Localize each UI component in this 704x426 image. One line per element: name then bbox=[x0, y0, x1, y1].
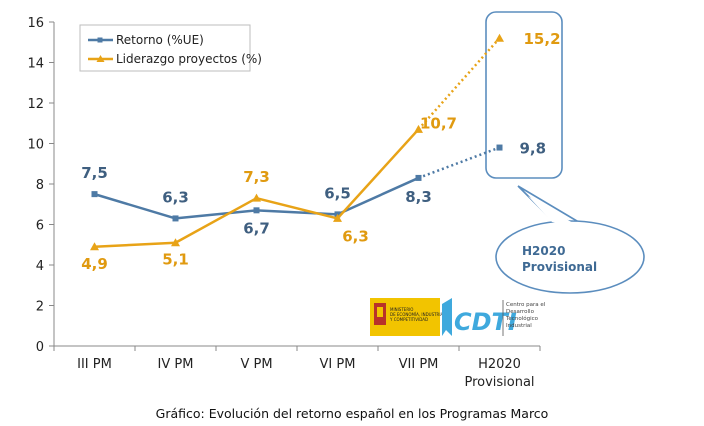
data-point-liderazgo bbox=[414, 124, 423, 133]
x-tick-label: VII PM bbox=[399, 357, 439, 372]
chart-caption: Gráfico: Evolución del retorno español e… bbox=[155, 406, 549, 421]
cdti-logo: CDTI Centro para el Desarrollo Tecnológi… bbox=[442, 298, 546, 336]
legend: Retorno (%UE) Liderazgo proyectos (%) bbox=[79, 24, 262, 72]
y-tick-label: 6 bbox=[36, 219, 44, 234]
data-point-retorno bbox=[172, 215, 179, 222]
series-projection-liderazgo bbox=[417, 37, 501, 131]
data-label-liderazgo: 6,3 bbox=[342, 227, 369, 245]
y-tick-label: 8 bbox=[36, 178, 44, 193]
cdti-logo-wordmark: CDTI bbox=[454, 308, 517, 336]
cdti-logo-mark bbox=[442, 298, 452, 336]
data-label-retorno: 9,8 bbox=[520, 140, 547, 158]
data-point-liderazgo bbox=[252, 193, 261, 202]
data-label-liderazgo: 4,9 bbox=[81, 255, 108, 273]
x-tick-label: VI PM bbox=[320, 357, 356, 372]
ministry-text-3: Y COMPETITIVIDAD bbox=[389, 317, 428, 322]
data-label-liderazgo: 15,2 bbox=[524, 30, 561, 48]
callout-line2: Provisional bbox=[522, 260, 597, 274]
legend-marker-liderazgo bbox=[96, 55, 105, 62]
ministry-crest-inner bbox=[377, 307, 383, 317]
data-point-liderazgo bbox=[495, 33, 504, 42]
legend-label-liderazgo: Liderazgo proyectos (%) bbox=[116, 52, 262, 66]
y-tick-label: 0 bbox=[36, 340, 44, 355]
data-label-liderazgo: 7,3 bbox=[243, 168, 270, 186]
y-tick-label: 4 bbox=[36, 259, 44, 274]
x-tick-label: H2020 bbox=[478, 357, 521, 372]
y-tick-label: 14 bbox=[27, 57, 44, 72]
ministry-logo: MINISTERIO DE ECONOMÍA, INDUSTRIA Y COMP… bbox=[370, 298, 444, 336]
series-layer: 7,5 6,3 6,7 6,5 8,3 9,8 4,9 5,1 7,3 6,3 10,7 15,2 bbox=[81, 30, 560, 273]
x-axis: III PM IV PM V PM VI PM VII PM H2020 Provision… bbox=[53, 345, 541, 390]
legend-box bbox=[79, 24, 251, 72]
y-tick-label: 16 bbox=[27, 16, 44, 31]
data-label-retorno: 6,3 bbox=[162, 188, 189, 206]
data-point-retorno bbox=[496, 144, 503, 151]
data-point-liderazgo bbox=[171, 238, 180, 247]
data-label-liderazgo: 5,1 bbox=[162, 251, 189, 269]
ministry-text-1: MINISTERIO bbox=[390, 307, 413, 312]
data-label-liderazgo: 10,7 bbox=[420, 114, 457, 132]
callout-line1: H2020 bbox=[522, 244, 565, 258]
ministry-text-2: DE ECONOMÍA, INDUSTRIA bbox=[390, 312, 444, 317]
data-label-retorno: 6,5 bbox=[324, 184, 351, 202]
h2020-callout-bubble: H2020 Provisional bbox=[495, 185, 645, 294]
data-label-retorno: 7,5 bbox=[81, 164, 108, 182]
cdti-text-4: Industrial bbox=[506, 323, 532, 329]
y-tick-label: 2 bbox=[36, 300, 44, 315]
x-tick-label: III PM bbox=[77, 357, 112, 372]
y-tick-label: 10 bbox=[27, 138, 44, 153]
legend-label-retorno: Retorno (%UE) bbox=[116, 33, 204, 47]
x-tick-label: IV PM bbox=[158, 357, 194, 372]
cdti-text-2: Desarrollo bbox=[506, 309, 535, 315]
x-tick-label: Provisional bbox=[464, 375, 534, 390]
legend-marker-retorno bbox=[97, 37, 103, 43]
cdti-text-1: Centro para el bbox=[506, 302, 546, 308]
data-point-retorno bbox=[253, 207, 260, 214]
data-point-retorno bbox=[91, 191, 98, 198]
data-label-retorno: 6,7 bbox=[243, 219, 270, 237]
data-point-retorno bbox=[415, 174, 422, 181]
data-label-retorno: 8,3 bbox=[405, 188, 432, 206]
data-point-liderazgo bbox=[90, 242, 99, 251]
y-tick-label: 12 bbox=[27, 97, 44, 112]
cdti-text-3: Tecnológico bbox=[505, 315, 539, 322]
h2020-highlight-box bbox=[485, 11, 563, 179]
y-axis: 0 2 4 6 8 10 12 14 16 bbox=[27, 16, 55, 355]
x-tick-label: V PM bbox=[240, 357, 272, 372]
data-point-liderazgo bbox=[333, 213, 342, 222]
